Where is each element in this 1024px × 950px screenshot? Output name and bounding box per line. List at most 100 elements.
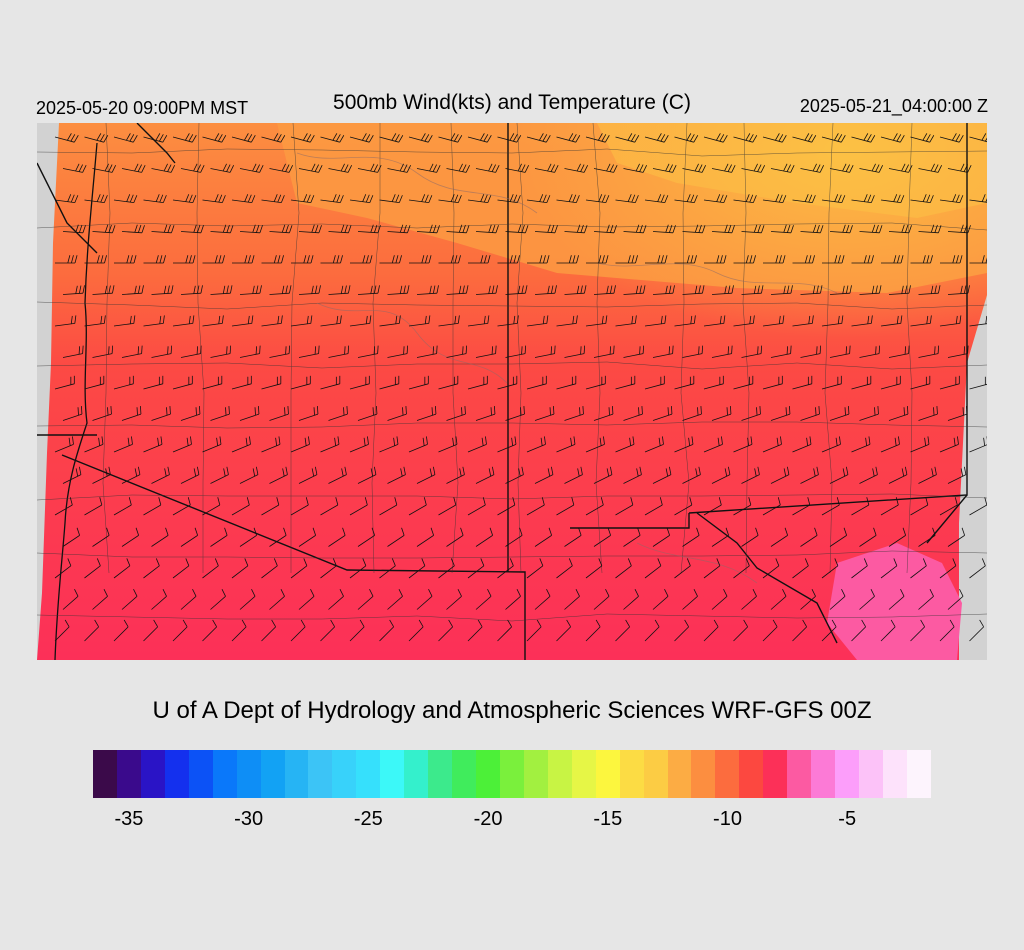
wind-barb — [231, 619, 247, 642]
wind-barb — [497, 255, 520, 264]
wind-barb — [438, 436, 458, 453]
wind-barb — [269, 588, 285, 610]
wind-barb — [859, 527, 877, 547]
wind-barb — [593, 163, 618, 173]
wind-barb — [585, 436, 605, 453]
wind-barb — [593, 406, 614, 421]
wind-barb — [703, 194, 728, 204]
wind-barb — [741, 345, 763, 358]
wind-barb — [770, 527, 789, 547]
wind-barb — [593, 224, 617, 234]
colorbar-tick-label: -10 — [713, 808, 742, 830]
wind-barb — [770, 406, 791, 421]
wind-barb — [644, 375, 665, 390]
wind-barb — [939, 133, 964, 143]
wind-barb — [682, 466, 701, 484]
wind-barb — [733, 194, 757, 204]
colorbar-segment — [332, 750, 357, 798]
wind-barb — [497, 194, 521, 204]
wind-barb — [497, 558, 514, 579]
wind-barb — [231, 436, 251, 453]
wind-barb — [556, 436, 576, 453]
colorbar-tick-labels: -35 -30 -25 -20 -15 -10 -5 — [0, 808, 1024, 838]
colorbar-segment — [595, 750, 620, 798]
wind-barb — [92, 527, 110, 547]
wind-barb — [202, 619, 217, 642]
wind-barb — [703, 497, 722, 516]
wind-barb — [497, 497, 516, 516]
wind-barb — [534, 285, 557, 295]
colorbar-segment — [643, 750, 668, 798]
wind-barb — [969, 133, 987, 143]
wind-barb — [438, 497, 457, 516]
wind-barb — [121, 163, 146, 173]
wind-barb — [888, 588, 905, 610]
wind-barb — [408, 558, 426, 579]
wind-barb — [416, 163, 441, 173]
wind-barb — [969, 558, 986, 579]
wind-barb — [792, 133, 817, 143]
wind-barb — [585, 315, 608, 327]
wind-barb — [210, 466, 229, 484]
wind-barb — [475, 163, 500, 173]
colorbar-segment — [571, 750, 596, 798]
wind-barb — [762, 375, 783, 390]
wind-barb — [586, 255, 609, 264]
wind-barb — [113, 619, 129, 642]
wind-barb — [505, 527, 523, 547]
wind-barb — [239, 466, 259, 484]
wind-barb — [497, 619, 512, 642]
wind-barb — [269, 527, 287, 547]
wind-barb — [54, 133, 79, 143]
wind-barb — [859, 588, 875, 610]
colorbar-segment — [859, 750, 883, 798]
wind-barb — [446, 588, 462, 610]
wind-barb — [239, 285, 262, 295]
wind-barb — [682, 588, 698, 610]
wind-barb — [851, 375, 872, 390]
wind-barb — [593, 466, 613, 484]
wind-barb — [151, 406, 171, 421]
wind-barb — [202, 315, 224, 327]
wind-barb — [328, 285, 351, 295]
wind-barb — [54, 558, 72, 579]
wind-barb — [918, 588, 934, 610]
wind-barb — [564, 406, 584, 421]
wind-barb — [615, 619, 630, 642]
wind-barb — [54, 619, 70, 642]
wind-barb — [770, 345, 792, 358]
wind-barb — [822, 255, 845, 264]
wind-barb — [298, 285, 321, 295]
wind-barb — [888, 406, 909, 421]
wind-barb — [652, 345, 674, 358]
wind-barb — [379, 255, 402, 264]
wind-barb — [615, 194, 639, 204]
wind-barb — [180, 527, 199, 547]
colorbar-segment — [547, 750, 572, 798]
wind-barb — [467, 619, 483, 642]
wind-barb — [416, 224, 440, 234]
wind-barb — [357, 406, 378, 421]
wind-barb — [298, 345, 320, 358]
wind-barb — [92, 466, 111, 484]
wind-barb — [829, 527, 848, 547]
colorbar-segment — [356, 750, 381, 798]
wind-barb — [585, 558, 603, 579]
wind-barb — [349, 375, 370, 390]
wind-barb — [467, 497, 486, 516]
wind-barb — [644, 619, 660, 642]
wind-barb — [918, 466, 937, 484]
wind-barb — [711, 224, 735, 234]
wind-barb — [92, 163, 117, 173]
wind-barb — [939, 619, 955, 642]
colorbar-segment — [739, 750, 764, 798]
wind-barb — [918, 224, 942, 234]
wind-barb — [741, 588, 757, 610]
wind-barb — [851, 194, 875, 204]
wind-barb — [269, 163, 294, 173]
wind-barb — [682, 224, 706, 234]
wind-barb — [210, 163, 235, 173]
wind-barb — [770, 588, 787, 610]
wind-barb — [888, 224, 912, 234]
wind-barb — [349, 558, 367, 579]
